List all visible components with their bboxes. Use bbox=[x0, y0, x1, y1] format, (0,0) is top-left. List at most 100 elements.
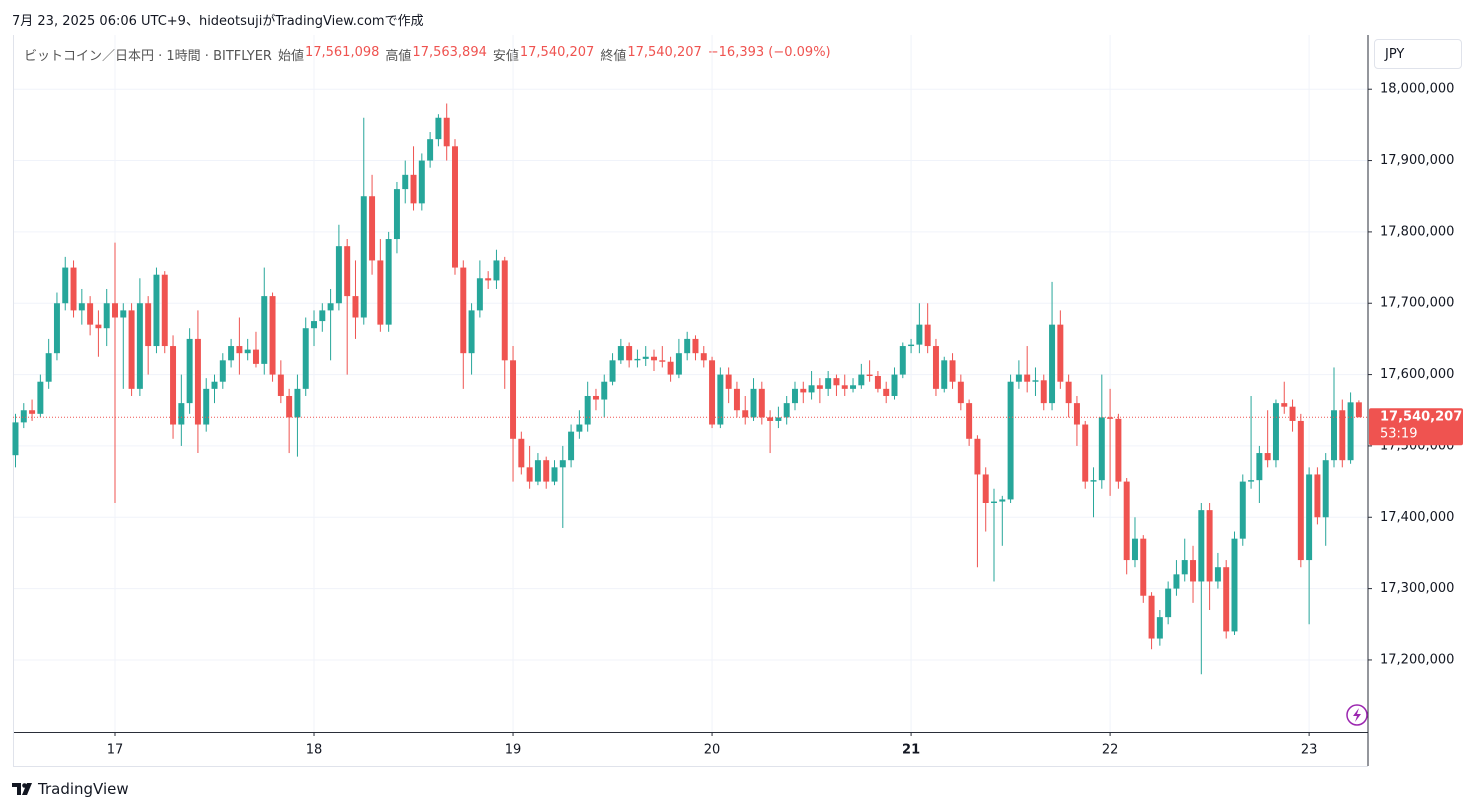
candle-body bbox=[659, 360, 666, 362]
candle-body bbox=[70, 267, 77, 311]
candle-body bbox=[153, 274, 160, 347]
candle-body bbox=[1107, 417, 1114, 419]
candle-body bbox=[733, 388, 740, 411]
candle-body bbox=[20, 410, 27, 423]
candle-body bbox=[850, 385, 857, 389]
brand-name: TradingView bbox=[38, 780, 129, 798]
candle-body bbox=[841, 385, 848, 389]
candle-body bbox=[1148, 595, 1155, 639]
chart: 17,200,00017,300,00017,400,00017,500,000… bbox=[12, 35, 1463, 767]
candle-body bbox=[136, 303, 143, 389]
candle-body bbox=[203, 388, 210, 425]
candle-body bbox=[1339, 410, 1346, 461]
candle-body bbox=[1355, 402, 1362, 418]
candle-body bbox=[858, 374, 865, 386]
candle-body bbox=[1098, 417, 1105, 481]
candle-body bbox=[435, 117, 442, 140]
candle-body bbox=[29, 410, 36, 414]
candle-body bbox=[393, 189, 400, 240]
candle-body bbox=[559, 460, 566, 468]
y-tick-label: 17,400,000 bbox=[1380, 510, 1454, 525]
candle-body bbox=[103, 303, 110, 329]
candle-body bbox=[1206, 510, 1213, 582]
candle-body bbox=[634, 358, 641, 361]
candle-body bbox=[675, 353, 682, 375]
x-tick-label: 21 bbox=[902, 743, 920, 758]
candle-body bbox=[1181, 560, 1188, 575]
candle-body bbox=[410, 174, 417, 204]
candle-body bbox=[966, 403, 973, 439]
candle-body bbox=[800, 388, 807, 393]
candle-body bbox=[1040, 380, 1047, 404]
candle-body bbox=[302, 328, 309, 389]
x-tick-label: 22 bbox=[1102, 743, 1119, 758]
candle-body bbox=[816, 385, 823, 389]
candle-body bbox=[526, 467, 533, 482]
candle-body bbox=[377, 260, 384, 325]
ohlc-value: 17,561,098 bbox=[304, 45, 380, 60]
ohlc-label: 高値 bbox=[385, 49, 412, 64]
candle-body bbox=[999, 499, 1006, 502]
ohlc-item: 終値 17,540,207 bbox=[600, 45, 701, 64]
candle-body bbox=[145, 303, 152, 347]
currency-button[interactable]: JPY bbox=[1374, 39, 1462, 69]
candle-body bbox=[692, 338, 699, 354]
candle-body bbox=[1256, 453, 1263, 481]
candle-body bbox=[501, 260, 508, 361]
candle-body bbox=[1314, 474, 1321, 518]
candle-body bbox=[37, 381, 44, 414]
candle-body bbox=[1090, 480, 1097, 482]
candle-body bbox=[294, 388, 301, 418]
candle-body bbox=[924, 324, 931, 347]
price-label-box bbox=[1369, 408, 1463, 446]
candle-body bbox=[327, 303, 334, 311]
candle-body bbox=[95, 324, 102, 329]
y-tick-label: 17,900,000 bbox=[1380, 153, 1454, 168]
candle-body bbox=[45, 353, 52, 382]
candle-body bbox=[932, 346, 939, 389]
candle-body bbox=[485, 278, 492, 281]
candle-body bbox=[568, 431, 575, 461]
candle-body bbox=[833, 378, 840, 386]
candle-body bbox=[1190, 560, 1197, 582]
candle-body bbox=[1123, 481, 1130, 561]
candle-body bbox=[78, 303, 85, 311]
candle-body bbox=[891, 374, 898, 396]
candle-body bbox=[1231, 538, 1238, 632]
ohlc-value: 17,540,207 bbox=[519, 45, 595, 60]
candle-body bbox=[1015, 374, 1022, 382]
symbol: ビットコイン／日本円 · 1時間 · BITFLYER bbox=[24, 49, 272, 64]
y-tick-label: 18,000,000 bbox=[1380, 82, 1454, 97]
candle-body bbox=[112, 303, 118, 318]
candle-body bbox=[418, 160, 425, 204]
candle-body bbox=[916, 324, 923, 345]
ohlc-label: 始値 bbox=[277, 49, 304, 64]
x-tick-label: 20 bbox=[704, 743, 721, 758]
candle-body bbox=[1082, 424, 1089, 482]
candle-body bbox=[493, 260, 500, 281]
y-tick-label: 17,600,000 bbox=[1380, 367, 1454, 382]
candle-body bbox=[543, 460, 550, 482]
candle-body bbox=[1024, 374, 1031, 382]
candle-body bbox=[53, 303, 60, 354]
candle-body bbox=[261, 296, 268, 364]
candle-body bbox=[311, 321, 318, 329]
candle-body bbox=[170, 346, 177, 425]
candle-body bbox=[941, 360, 948, 389]
candle-body bbox=[717, 374, 724, 425]
candle-body bbox=[244, 349, 251, 354]
candle-body bbox=[1032, 380, 1039, 382]
candle-body bbox=[402, 174, 409, 190]
y-tick-label: 17,300,000 bbox=[1380, 581, 1454, 596]
candle-body bbox=[443, 117, 450, 147]
candle-body bbox=[700, 353, 707, 361]
candle-body bbox=[178, 403, 185, 425]
attribution: 7月 23, 2025 06:06 UTC+9、hideotsujiがTradi… bbox=[12, 14, 424, 29]
candle-body bbox=[667, 361, 674, 375]
candle-body bbox=[1331, 410, 1337, 461]
candle-body bbox=[957, 381, 964, 404]
candle-body bbox=[360, 196, 367, 318]
y-tick-label: 17,200,000 bbox=[1380, 652, 1454, 667]
x-tick-label: 18 bbox=[306, 743, 323, 758]
lightning-icon[interactable] bbox=[1346, 704, 1368, 726]
